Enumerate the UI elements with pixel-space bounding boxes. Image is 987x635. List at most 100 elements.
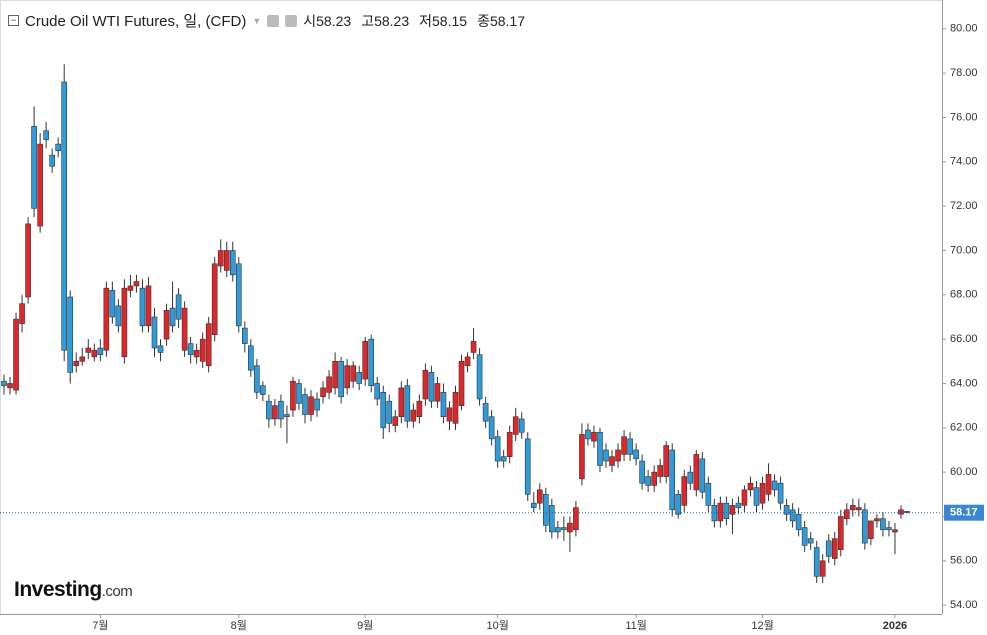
- candle-body: [837, 516, 844, 551]
- candle-body: [567, 522, 573, 533]
- candle-body: [91, 349, 98, 358]
- candle-body: [819, 560, 826, 577]
- y-tick-label: 64.00: [950, 377, 978, 389]
- candle-body: [862, 509, 868, 544]
- candle-body: [404, 385, 411, 422]
- candle-body: [127, 285, 134, 291]
- candle-body: [591, 431, 597, 442]
- candle-body: [747, 482, 754, 491]
- candle-body: [25, 223, 31, 298]
- candle-body: [892, 529, 898, 533]
- candle-body: [356, 372, 362, 384]
- candle-body: [549, 505, 555, 533]
- candle-body: [266, 400, 272, 420]
- candle-body: [488, 416, 495, 440]
- candle-body: [440, 392, 447, 418]
- candle-body: [410, 409, 417, 422]
- candle-body: [735, 502, 742, 508]
- candle-body: [573, 507, 579, 531]
- candle-body: [741, 489, 748, 506]
- candle-body: [856, 507, 862, 511]
- candle-body: [603, 449, 609, 462]
- candle-body: [193, 349, 200, 358]
- candle-body: [729, 505, 736, 515]
- candle-body: [121, 287, 128, 358]
- candle-body: [139, 287, 146, 327]
- header: − Crude Oil WTI Futures, 일, (CFD) ▼ 시58.…: [8, 10, 525, 31]
- candle-body: [13, 318, 19, 391]
- candle-body: [723, 502, 730, 519]
- candle-body: [368, 338, 375, 386]
- candle-body: [55, 143, 61, 152]
- collapse-icon[interactable]: −: [8, 15, 19, 26]
- y-tick-label: 80.00: [950, 23, 978, 35]
- candle-body: [199, 338, 206, 362]
- candle-body: [633, 449, 639, 460]
- candle-body: [579, 434, 585, 480]
- candle-body: [248, 345, 254, 371]
- candle-body: [639, 460, 645, 484]
- candle-body: [801, 527, 808, 546]
- ohlc-value: 58.23: [316, 12, 352, 29]
- candle-body: [374, 383, 381, 400]
- candle-body: [789, 509, 796, 522]
- price-label-bg: [944, 504, 984, 521]
- candle-body: [97, 347, 104, 355]
- logo: Investing.com: [14, 578, 133, 602]
- candle-body: [470, 341, 477, 353]
- settings-icon[interactable]: [285, 14, 298, 27]
- candle-body: [615, 449, 621, 462]
- candle-body: [302, 394, 308, 415]
- candle-body: [7, 383, 13, 389]
- candle-body: [308, 396, 314, 415]
- dropdown-arrow[interactable]: ▼: [252, 15, 262, 26]
- visibility-icon[interactable]: [267, 14, 280, 27]
- y-tick-label: 54.00: [950, 599, 978, 611]
- candle-body: [765, 474, 772, 495]
- candle-body: [416, 400, 423, 418]
- candle-body: [886, 527, 892, 531]
- ohlc-value: 58.17: [489, 12, 525, 29]
- price-label: 58.17: [950, 507, 978, 519]
- ohlc-label: 저: [419, 12, 433, 29]
- candle-body: [795, 513, 802, 531]
- candle-body: [705, 482, 712, 506]
- candle-body: [350, 365, 356, 382]
- candle-body: [61, 81, 68, 351]
- candle-body: [235, 263, 242, 327]
- candle-body: [627, 438, 633, 455]
- candle-body: [777, 482, 784, 504]
- candle-body: [482, 403, 489, 422]
- candle-body: [205, 323, 212, 367]
- candle-body: [831, 538, 838, 559]
- candle-body: [699, 458, 706, 493]
- candle-body: [825, 540, 832, 557]
- y-tick-label: 66.00: [950, 333, 978, 345]
- candle-body: [524, 438, 531, 495]
- candle-body: [446, 407, 453, 422]
- y-tick-label: 70.00: [950, 244, 978, 256]
- candle-body: [278, 400, 284, 420]
- candle-body: [561, 527, 567, 531]
- candle-body: [651, 471, 657, 486]
- candle-body: [434, 383, 441, 402]
- candle-body: [392, 416, 399, 426]
- candle-body: [476, 354, 483, 400]
- candle-body: [555, 527, 561, 533]
- candle-body: [693, 454, 700, 491]
- x-tick-label: 10월: [486, 619, 508, 632]
- candle-body: [73, 361, 80, 367]
- x-tick-label: 7월: [92, 619, 108, 632]
- candle-body: [163, 310, 170, 340]
- candle-body: [242, 327, 248, 344]
- candle-body: [37, 143, 43, 227]
- x-tick-label: 11월: [625, 619, 647, 632]
- y-tick-label: 76.00: [950, 111, 978, 123]
- candle-body: [753, 487, 760, 506]
- candle-body: [386, 400, 393, 424]
- candle-body: [85, 347, 92, 353]
- candle-body: [157, 345, 164, 353]
- candle-body: [669, 449, 676, 511]
